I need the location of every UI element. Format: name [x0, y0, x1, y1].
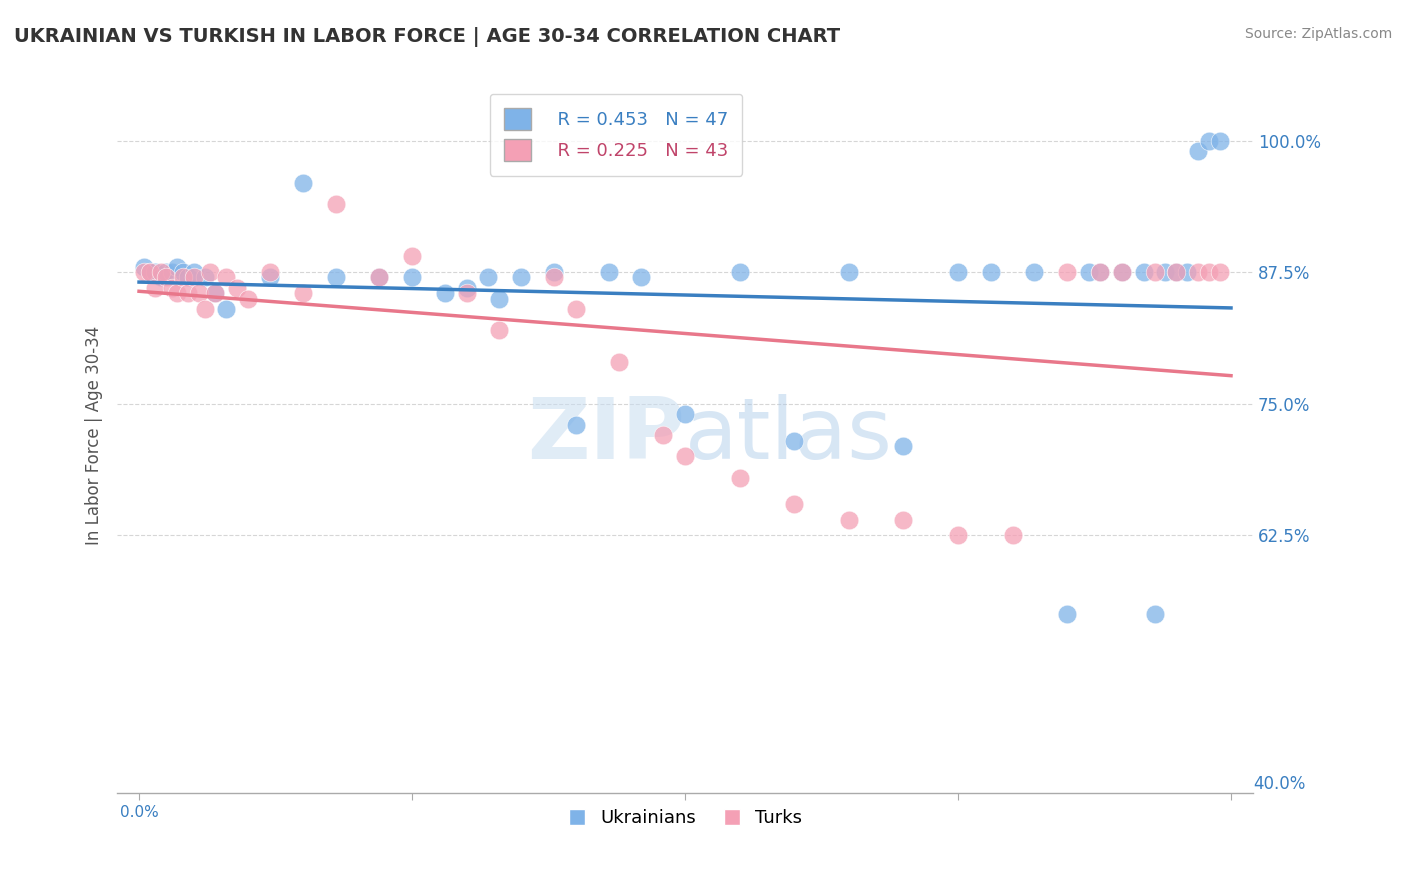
Point: [226, 281, 249, 295]
Point: [188, 286, 211, 301]
Point: [325, 196, 347, 211]
Point: [1198, 134, 1220, 148]
Point: [1078, 265, 1101, 279]
Point: [1166, 265, 1188, 279]
Point: [193, 270, 215, 285]
Point: [543, 270, 565, 285]
Point: [160, 265, 183, 279]
Point: [893, 439, 915, 453]
Point: [728, 470, 751, 484]
Point: [1209, 134, 1232, 148]
Y-axis label: In Labor Force | Age 30-34: In Labor Force | Age 30-34: [86, 326, 103, 545]
Point: [565, 301, 588, 316]
Point: [204, 286, 226, 301]
Point: [1024, 265, 1046, 279]
Text: ZIP: ZIP: [527, 394, 685, 477]
Point: [291, 176, 314, 190]
Point: [238, 292, 260, 306]
Point: [291, 286, 314, 301]
Point: [1198, 265, 1220, 279]
Point: [456, 286, 478, 301]
Point: [980, 265, 1002, 279]
Point: [652, 428, 675, 442]
Point: [155, 270, 177, 285]
Point: [368, 270, 391, 285]
Point: [946, 528, 969, 542]
Point: [149, 270, 172, 285]
Point: [433, 286, 456, 301]
Point: [145, 265, 167, 279]
Point: [673, 450, 696, 464]
Point: [1154, 265, 1177, 279]
Point: [1111, 265, 1133, 279]
Point: [139, 265, 162, 279]
Point: [166, 286, 188, 301]
Point: [177, 270, 200, 285]
Point: [401, 249, 423, 263]
Point: [1056, 607, 1078, 622]
Legend: Ukrainians, Turks: Ukrainians, Turks: [561, 802, 810, 834]
Point: [1088, 265, 1111, 279]
Point: [838, 265, 860, 279]
Point: [1209, 265, 1232, 279]
Point: [1132, 265, 1154, 279]
Text: UKRAINIAN VS TURKISH IN LABOR FORCE | AGE 30-34 CORRELATION CHART: UKRAINIAN VS TURKISH IN LABOR FORCE | AG…: [14, 27, 841, 46]
Point: [783, 497, 806, 511]
Point: [1088, 265, 1111, 279]
Point: [510, 270, 533, 285]
Point: [1111, 265, 1133, 279]
Point: [172, 265, 194, 279]
Point: [598, 265, 620, 279]
Point: [1056, 265, 1078, 279]
Point: [1166, 265, 1188, 279]
Point: [160, 281, 183, 295]
Point: [783, 434, 806, 448]
Text: 40.0%: 40.0%: [1253, 775, 1305, 793]
Point: [609, 354, 631, 368]
Point: [134, 260, 156, 274]
Point: [1187, 144, 1209, 158]
Point: [259, 270, 281, 285]
Point: [215, 270, 238, 285]
Point: [946, 265, 969, 279]
Point: [1187, 265, 1209, 279]
Point: [134, 265, 156, 279]
Point: [198, 265, 221, 279]
Point: [149, 265, 172, 279]
Point: [183, 265, 205, 279]
Point: [172, 270, 194, 285]
Point: [401, 270, 423, 285]
Point: [1175, 265, 1198, 279]
Point: [145, 281, 167, 295]
Point: [477, 270, 499, 285]
Point: [177, 286, 200, 301]
Point: [325, 270, 347, 285]
Point: [259, 265, 281, 279]
Point: [183, 270, 205, 285]
Point: [1001, 528, 1024, 542]
Point: [1143, 607, 1166, 622]
Point: [456, 281, 478, 295]
Point: [193, 301, 215, 316]
Point: [166, 260, 188, 274]
Point: [139, 265, 162, 279]
Text: atlas: atlas: [685, 394, 893, 477]
Point: [488, 292, 510, 306]
Point: [893, 513, 915, 527]
Point: [488, 323, 510, 337]
Point: [728, 265, 751, 279]
Point: [630, 270, 652, 285]
Point: [565, 417, 588, 432]
Point: [1143, 265, 1166, 279]
Point: [543, 265, 565, 279]
Point: [368, 270, 391, 285]
Point: [215, 301, 238, 316]
Point: [838, 513, 860, 527]
Text: Source: ZipAtlas.com: Source: ZipAtlas.com: [1244, 27, 1392, 41]
Point: [673, 408, 696, 422]
Point: [204, 286, 226, 301]
Point: [155, 265, 177, 279]
